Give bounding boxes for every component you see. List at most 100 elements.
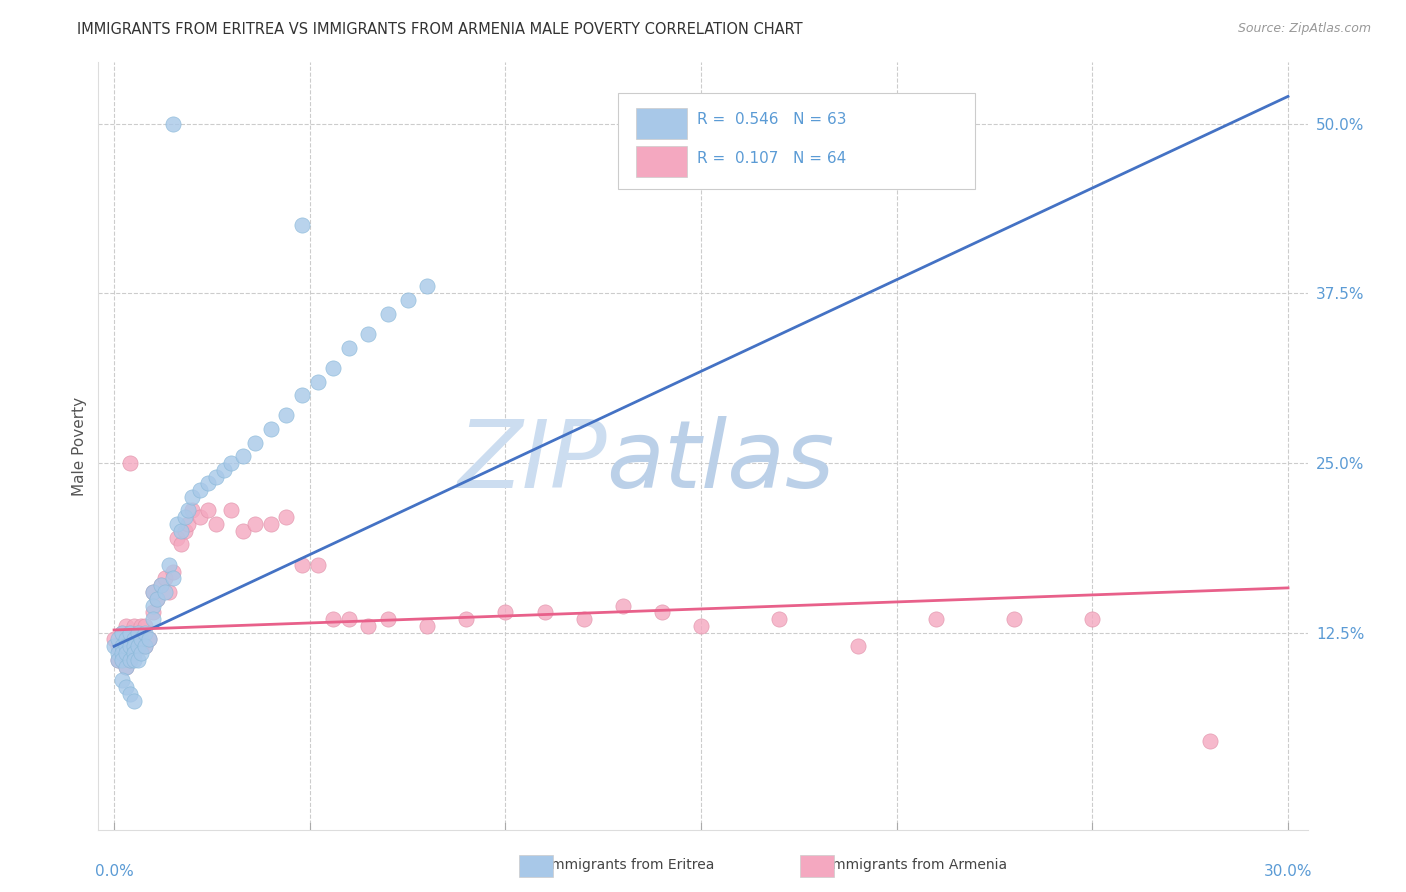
Point — [103, 632, 125, 647]
Point — [134, 640, 156, 654]
Point — [357, 326, 380, 341]
Point — [157, 585, 180, 599]
Point — [122, 646, 145, 660]
Point — [181, 503, 204, 517]
FancyBboxPatch shape — [637, 146, 688, 178]
Point — [114, 646, 136, 660]
Point — [118, 625, 141, 640]
Point — [212, 463, 235, 477]
Text: Immigrants from Armenia: Immigrants from Armenia — [815, 858, 1008, 872]
Point — [114, 659, 136, 673]
Point — [131, 646, 153, 660]
Point — [396, 293, 419, 307]
Point — [259, 422, 281, 436]
Point — [157, 558, 180, 572]
Point — [177, 517, 200, 532]
Point — [122, 632, 145, 647]
Point — [107, 632, 129, 647]
Point — [1002, 612, 1025, 626]
Point — [925, 612, 948, 626]
Point — [166, 531, 188, 545]
Text: Immigrants from Eritrea: Immigrants from Eritrea — [534, 858, 714, 872]
Point — [114, 619, 136, 633]
Point — [111, 673, 134, 688]
Point — [111, 625, 134, 640]
Text: atlas: atlas — [606, 416, 835, 507]
Point — [118, 653, 141, 667]
Point — [322, 612, 344, 626]
Point — [146, 591, 169, 606]
Point — [169, 524, 191, 538]
Point — [122, 619, 145, 633]
Point — [153, 585, 176, 599]
Text: Source: ZipAtlas.com: Source: ZipAtlas.com — [1237, 22, 1371, 36]
Point — [142, 605, 165, 619]
Text: ZIP: ZIP — [457, 416, 606, 507]
Point — [846, 640, 869, 654]
Point — [416, 279, 439, 293]
Point — [114, 659, 136, 673]
Point — [533, 605, 555, 619]
Point — [221, 503, 243, 517]
Point — [114, 640, 136, 654]
Point — [127, 640, 149, 654]
Point — [690, 619, 713, 633]
Text: R =  0.107   N = 64: R = 0.107 N = 64 — [697, 151, 846, 166]
Point — [111, 653, 134, 667]
Point — [127, 625, 149, 640]
Point — [221, 456, 243, 470]
Point — [169, 537, 191, 551]
Point — [118, 640, 141, 654]
Point — [377, 307, 399, 321]
Point — [197, 476, 219, 491]
Point — [377, 612, 399, 626]
Point — [150, 578, 173, 592]
Point — [243, 435, 266, 450]
Point — [232, 449, 254, 463]
Point — [181, 490, 204, 504]
Point — [107, 646, 129, 660]
Point — [138, 632, 160, 647]
Point — [259, 517, 281, 532]
Point — [243, 517, 266, 532]
Point — [1081, 612, 1104, 626]
Text: IMMIGRANTS FROM ERITREA VS IMMIGRANTS FROM ARMENIA MALE POVERTY CORRELATION CHAR: IMMIGRANTS FROM ERITREA VS IMMIGRANTS FR… — [77, 22, 803, 37]
Point — [134, 625, 156, 640]
FancyBboxPatch shape — [637, 108, 688, 139]
Point — [111, 646, 134, 660]
Point — [114, 646, 136, 660]
Point — [111, 640, 134, 654]
Point — [337, 341, 360, 355]
Point — [188, 510, 211, 524]
Point — [291, 219, 314, 233]
Point — [188, 483, 211, 497]
Point — [177, 503, 200, 517]
Point — [118, 640, 141, 654]
Y-axis label: Male Poverty: Male Poverty — [72, 396, 87, 496]
Point — [494, 605, 516, 619]
Point — [118, 456, 141, 470]
Point — [162, 116, 184, 130]
Point — [118, 653, 141, 667]
Text: 0.0%: 0.0% — [94, 863, 134, 879]
Point — [103, 640, 125, 654]
Point — [138, 632, 160, 647]
Point — [142, 585, 165, 599]
Point — [122, 646, 145, 660]
Point — [173, 510, 195, 524]
Text: 30.0%: 30.0% — [1264, 863, 1312, 879]
Point — [276, 510, 298, 524]
Point — [232, 524, 254, 538]
Point — [134, 640, 156, 654]
Point — [127, 653, 149, 667]
Point — [122, 693, 145, 707]
Point — [162, 565, 184, 579]
Point — [118, 625, 141, 640]
Point — [107, 653, 129, 667]
Point — [122, 653, 145, 667]
Point — [127, 640, 149, 654]
Point — [114, 680, 136, 694]
Point — [173, 524, 195, 538]
Point — [572, 612, 595, 626]
Point — [291, 558, 314, 572]
